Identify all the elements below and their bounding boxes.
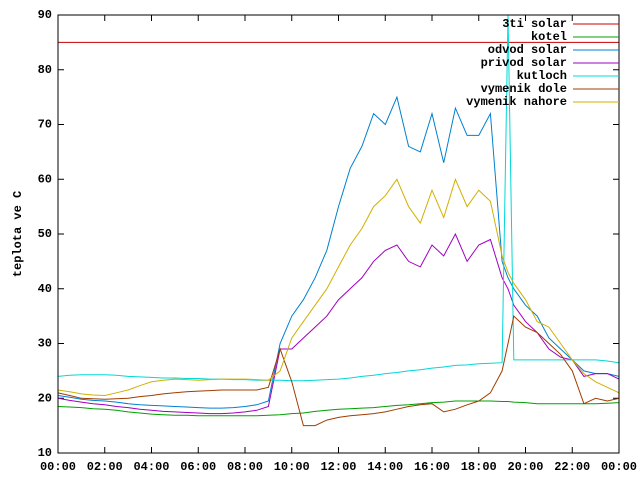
y-tick-label: 10	[38, 446, 52, 460]
x-tick-label: 18:00	[461, 460, 497, 474]
x-tick-label: 20:00	[507, 460, 543, 474]
legend-label: vymenik dole	[481, 82, 567, 96]
x-tick-label: 14:00	[367, 460, 403, 474]
x-tick-label: 00:00	[40, 460, 76, 474]
x-tick-label: 00:00	[601, 460, 637, 474]
y-tick-label: 50	[38, 227, 52, 241]
y-tick-label: 20	[38, 391, 52, 405]
series-line	[58, 15, 619, 382]
legend-label: kutloch	[517, 69, 567, 83]
x-tick-label: 08:00	[227, 460, 263, 474]
legend-label: 3ti solar	[502, 17, 567, 31]
x-tick-label: 10:00	[274, 460, 310, 474]
x-tick-label: 04:00	[133, 460, 169, 474]
legend-label: kotel	[531, 30, 567, 44]
legend-label: vymenik nahore	[466, 95, 567, 109]
legend-label: odvod solar	[488, 43, 567, 57]
series-line	[58, 177, 619, 397]
y-tick-label: 60	[38, 172, 52, 186]
x-tick-label: 02:00	[87, 460, 123, 474]
y-tick-label: 30	[38, 337, 52, 351]
series-line	[58, 95, 619, 409]
y-tick-label: 40	[38, 282, 52, 296]
x-tick-label: 06:00	[180, 460, 216, 474]
legend-label: privod solar	[481, 56, 567, 70]
series-line	[58, 315, 619, 427]
x-tick-label: 22:00	[554, 460, 590, 474]
x-tick-label: 12:00	[320, 460, 356, 474]
y-tick-label: 90	[38, 8, 52, 22]
plot-frame	[57, 14, 620, 454]
series-line	[58, 400, 619, 417]
series-line	[58, 232, 619, 415]
x-tick-label: 16:00	[414, 460, 450, 474]
y-axis-label: teplota ve C	[11, 191, 25, 277]
y-tick-label: 80	[38, 63, 52, 77]
y-tick-label: 70	[38, 118, 52, 132]
plot-lines	[58, 15, 619, 427]
